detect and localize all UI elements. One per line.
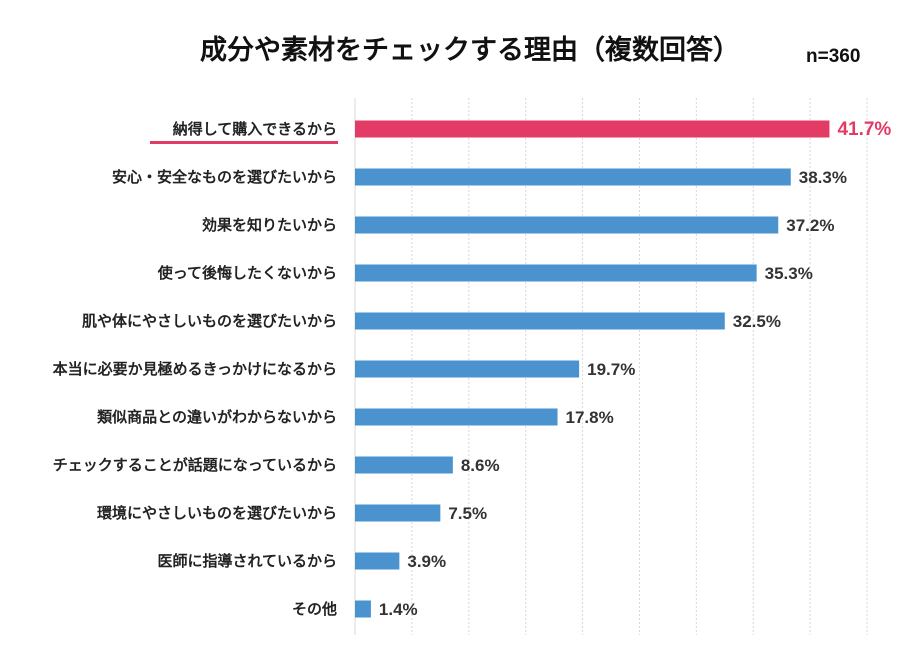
- category-label: 効果を知りたいから: [202, 216, 337, 234]
- category-label: 類似商品との違いがわからないから: [96, 408, 337, 426]
- value-label: 32.5%: [733, 312, 781, 331]
- value-label: 37.2%: [786, 216, 834, 235]
- chart-title: 成分や素材をチェックする理由（複数回答）: [200, 35, 740, 65]
- bar: [355, 168, 791, 186]
- bar: [355, 552, 400, 570]
- value-label: 1.4%: [379, 600, 418, 619]
- category-label: 本当に必要か見極めるきっかけになるから: [53, 360, 337, 378]
- value-label: 17.8%: [566, 408, 614, 427]
- sample-size: n=360: [806, 46, 861, 67]
- category-label: チェックすることが話題になっているから: [53, 456, 337, 474]
- value-label: 8.6%: [461, 456, 500, 475]
- value-label: 3.9%: [407, 552, 446, 571]
- value-label: 19.7%: [587, 360, 635, 379]
- highlight-underline: [150, 141, 338, 144]
- value-label: 35.3%: [765, 264, 813, 283]
- bar: [355, 360, 580, 378]
- category-label: 環境にやさしいものを選びたいから: [97, 504, 337, 522]
- category-label: 肌や体にやさしいものを選びたいから: [82, 312, 337, 330]
- bar: [355, 216, 779, 234]
- bar: [355, 120, 830, 138]
- category-label: その他: [292, 600, 337, 618]
- category-label: 安心・安全なものを選びたいから: [112, 168, 337, 186]
- category-label: 医師に指導されているから: [157, 552, 337, 570]
- category-label: 納得して購入できるから: [173, 120, 337, 138]
- bar: [355, 264, 757, 282]
- value-label: 41.7%: [837, 119, 891, 140]
- bar: [355, 312, 725, 330]
- bar: [355, 408, 558, 426]
- bar: [355, 504, 441, 522]
- category-label: 使って後悔したくないから: [157, 264, 337, 282]
- value-label: 38.3%: [799, 168, 847, 187]
- value-label: 7.5%: [448, 504, 487, 523]
- bar: [355, 600, 371, 618]
- bar: [355, 456, 453, 474]
